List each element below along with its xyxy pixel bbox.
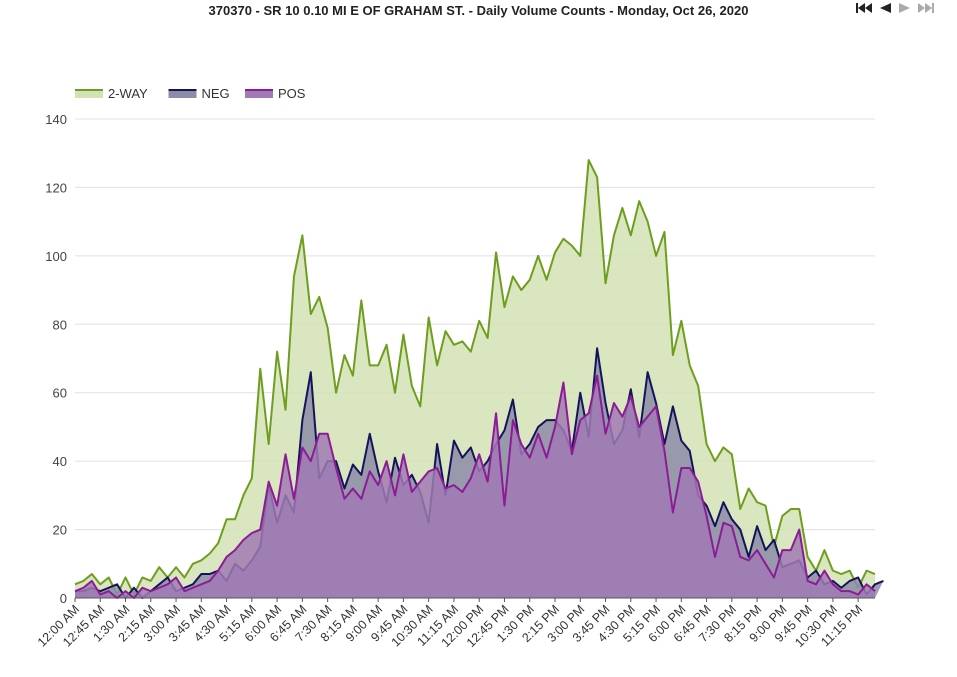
skip-last-icon[interactable] xyxy=(917,1,935,15)
chart-title: 370370 - SR 10 0.10 MI E OF GRAHAM ST. -… xyxy=(208,3,749,18)
legend-swatch xyxy=(245,90,273,98)
legend-label: 2-WAY xyxy=(108,86,148,101)
y-tick-label: 0 xyxy=(60,591,67,606)
y-tick-label: 80 xyxy=(53,317,67,332)
y-tick-label: 20 xyxy=(53,523,67,538)
y-tick-label: 120 xyxy=(45,180,67,195)
skip-first-icon[interactable] xyxy=(855,1,873,15)
series-line-2-way xyxy=(74,159,876,596)
legend-swatch xyxy=(168,90,197,98)
legend-label: NEG xyxy=(202,86,230,101)
series-line-pos xyxy=(74,374,876,599)
y-tick-label: 100 xyxy=(45,249,67,264)
series-area-pos xyxy=(75,375,875,598)
navigation-controls xyxy=(855,1,935,15)
y-tick-label: 40 xyxy=(53,454,67,469)
legend-swatch xyxy=(75,90,103,98)
y-tick-label: 60 xyxy=(53,386,67,401)
y-tick-label: 140 xyxy=(45,112,67,127)
legend-label: POS xyxy=(278,86,306,101)
previous-icon[interactable] xyxy=(877,1,893,15)
next-icon[interactable] xyxy=(897,1,913,15)
